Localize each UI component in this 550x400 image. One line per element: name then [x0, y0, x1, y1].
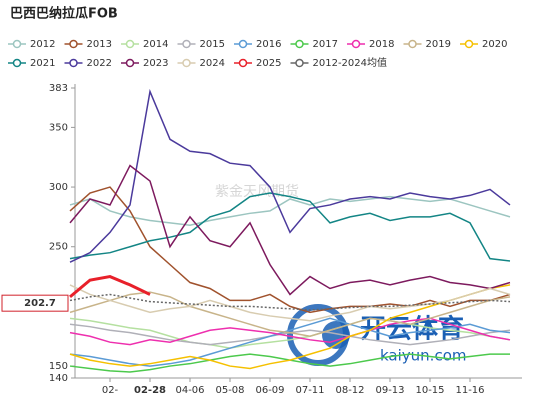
- series-line: [69, 88, 511, 263]
- legend-marker: [12, 58, 22, 68]
- legend-label: 2024: [200, 58, 225, 69]
- series-line: [69, 284, 511, 322]
- legend-item: 2013: [64, 39, 112, 50]
- legend-item: 2015: [177, 39, 225, 50]
- x-tick-label: 09-13: [375, 385, 404, 396]
- legend-item: 2022: [64, 58, 112, 69]
- legend-marker: [69, 58, 78, 68]
- legend-marker: [464, 39, 474, 49]
- legend-marker: [12, 39, 22, 49]
- legend-marker: [408, 39, 417, 49]
- chart-title: 巴西巴纳拉瓜FOB: [10, 6, 118, 22]
- legend-label: 2023: [143, 58, 168, 69]
- legend-label: 2016: [256, 39, 281, 50]
- legend-label: 2025: [256, 58, 281, 69]
- legend-item: 2025: [234, 58, 281, 69]
- series-line: [69, 195, 511, 227]
- legend-item: 2016: [234, 39, 281, 50]
- x-tick-label: 02-: [102, 385, 119, 396]
- legend-item: 2021: [8, 58, 55, 69]
- series-line: [69, 293, 511, 311]
- x-tick-label: 05-08: [215, 385, 244, 396]
- x-tick-label: 10-15: [415, 385, 444, 396]
- y-tick-label: 350: [49, 122, 68, 133]
- watermark: 紫金天风期货: [215, 183, 299, 200]
- series-line: [69, 284, 511, 370]
- legend-item: 2012-2024均值: [290, 56, 388, 69]
- legend-label: 2013: [87, 39, 112, 50]
- legend-label: 2012-2024均值: [313, 56, 388, 69]
- legend-item: 2018: [347, 39, 394, 50]
- legend-marker: [125, 39, 135, 49]
- legend-item: 2019: [403, 39, 451, 50]
- value-badge: [1, 294, 69, 312]
- x-tick-label: 06-09: [255, 385, 284, 396]
- legend-marker: [295, 58, 304, 68]
- legend-label: 2018: [369, 39, 394, 50]
- y-tick-label: 300: [49, 182, 68, 193]
- legend-marker: [295, 39, 304, 49]
- y-tick-label: 250: [49, 242, 68, 253]
- legend-item: 2014: [121, 39, 168, 50]
- x-tick-label: 02-28: [134, 385, 166, 396]
- legend-label: 2019: [426, 39, 451, 50]
- legend-marker: [238, 39, 248, 49]
- series-line: [69, 317, 511, 367]
- legend-label: 2015: [200, 39, 225, 50]
- x-tick-label: 08-12: [335, 385, 364, 396]
- legend-marker: [238, 58, 248, 68]
- legend-item: 2020: [460, 39, 507, 50]
- legend-item: 2012: [8, 39, 55, 50]
- y-tick-label: 150: [49, 361, 68, 372]
- legend-label: 2014: [143, 39, 168, 50]
- x-tick-label: 07-11: [295, 385, 324, 396]
- legend-marker: [351, 39, 361, 49]
- legend-item: 2017: [290, 39, 338, 50]
- legend-marker: [182, 58, 191, 68]
- y-tick-label: 383: [49, 83, 68, 94]
- x-tick-label: 11-16: [455, 385, 484, 396]
- legend-label: 2020: [482, 39, 507, 50]
- current-value-label: 202.7: [24, 298, 56, 309]
- legend-item: 2023: [121, 58, 168, 69]
- legend-marker: [182, 39, 191, 49]
- series-line: [69, 192, 511, 262]
- legend-label: 2022: [87, 58, 112, 69]
- legend-marker: [125, 58, 135, 68]
- legend-marker: [69, 39, 78, 49]
- x-tick-label: 04-06: [175, 385, 204, 396]
- series-line: [69, 317, 511, 349]
- legend-item: 2024: [177, 58, 225, 69]
- y-tick-label: 140: [49, 373, 68, 384]
- series-line: [69, 317, 511, 346]
- series-line: [69, 275, 151, 298]
- legend-label: 2017: [313, 39, 338, 50]
- legend-label: 2021: [30, 58, 55, 69]
- legend-label: 2012: [30, 39, 55, 50]
- series-line: [69, 164, 511, 296]
